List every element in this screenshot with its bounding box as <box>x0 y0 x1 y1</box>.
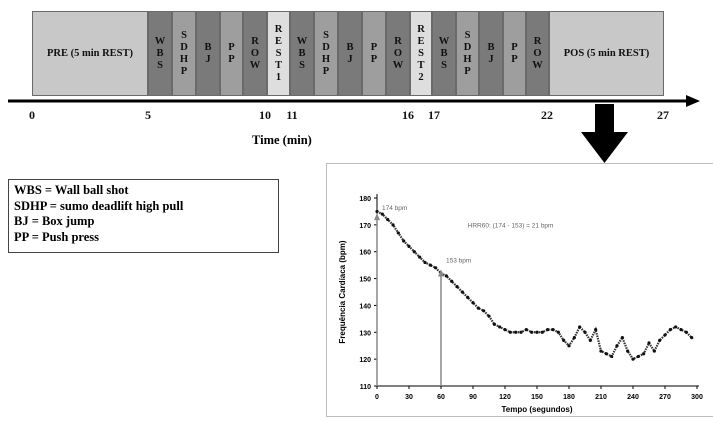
x-tick-label-300: 300 <box>691 394 703 401</box>
heart-rate-chart: 110 120 130 140 150 160 170 180 0 30 60 90 120 150 180… <box>338 194 703 414</box>
x-tick-label-90: 90 <box>469 394 477 401</box>
annotation-sixty: 153 bpm <box>446 258 471 265</box>
block-pos: POS (5 min REST) <box>549 11 664 96</box>
y-tick-label-180: 180 <box>359 196 371 203</box>
x-tick-label-0: 0 <box>375 394 379 401</box>
tick-10: 10 <box>259 108 271 122</box>
heart-rate-chart-frame: 110 120 130 140 150 160 170 180 0 30 60 90 120 150 180… <box>326 163 713 417</box>
x-tick-label-210: 210 <box>595 394 607 401</box>
y-tick-label-160: 160 <box>359 250 371 257</box>
tick-11: 11 <box>286 108 298 122</box>
legend-line-wbs: WBS = Wall ball shot <box>14 183 129 197</box>
tick-22: 22 <box>541 108 553 122</box>
down-arrow-shaft <box>595 104 614 132</box>
y-tick-label-140: 140 <box>359 303 371 310</box>
legend-line-bj: BJ = Box jump <box>14 214 95 228</box>
marker-arrow-head-1 <box>438 269 444 277</box>
legend-line-sdhp: SDHP = sumo deadlift high pull <box>14 198 184 213</box>
tick-16: 16 <box>402 108 414 122</box>
x-tick-label-30: 30 <box>405 394 413 401</box>
y-tick-label-120: 120 <box>359 357 371 364</box>
block-pos-label: POS (5 min REST) <box>563 48 650 59</box>
tick-5: 5 <box>145 108 151 122</box>
timeline-arrowhead <box>686 95 700 107</box>
y-tick-label-170: 170 <box>359 223 371 230</box>
x-tick-label-120: 120 <box>499 394 511 401</box>
tick-27: 27 <box>657 108 669 122</box>
y-tick-label-150: 150 <box>359 277 371 284</box>
tick-0: 0 <box>29 108 35 122</box>
x-tick-label-150: 150 <box>531 394 543 401</box>
down-arrow-head <box>581 132 628 163</box>
abbreviation-legend: WBS = Wall ball shot SDHP = sumo deadlif… <box>8 179 279 253</box>
x-tick-label-180: 180 <box>563 394 575 401</box>
block-pre-label: PRE (5 min REST) <box>46 48 134 59</box>
data-trace <box>376 210 693 361</box>
marker-arrow-head-0 <box>374 213 380 221</box>
y-axis-title: Frequência Cardíaca (bpm) <box>338 240 347 343</box>
annotation-peak: 174 bpm <box>382 205 407 212</box>
x-tick-label-60: 60 <box>437 394 445 401</box>
time-axis-label: Time (min) <box>252 133 312 147</box>
legend-line-pp: PP = Push press <box>14 229 100 244</box>
y-tick-label-130: 130 <box>359 330 371 337</box>
y-tick-label-110: 110 <box>360 384 371 391</box>
annotation-hrr: HRR60: (174 - 153) = 21 bpm <box>468 223 554 230</box>
x-tick-label-270: 270 <box>659 394 671 401</box>
block-pre: PRE (5 min REST) <box>32 11 148 96</box>
tick-17: 17 <box>428 108 440 122</box>
x-tick-label-240: 240 <box>627 394 639 401</box>
x-axis-title: Tempo (segundos) <box>502 405 573 414</box>
